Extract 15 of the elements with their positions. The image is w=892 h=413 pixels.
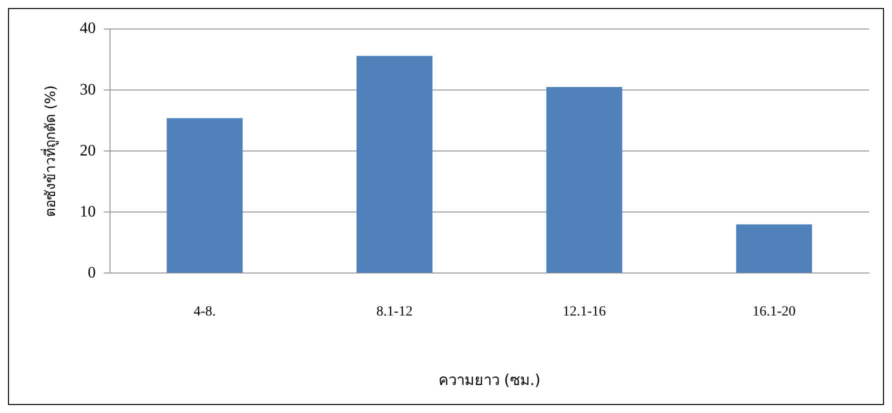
y-tick-label: 20 [80,142,96,160]
bar [546,87,622,273]
x-tick-label: 12.1-16 [562,304,606,320]
x-tick-label: 8.1-12 [376,304,413,320]
x-tick-label: 16.1-20 [752,304,796,320]
y-tick-label: 40 [80,20,96,38]
x-tick-label: 4-8. [194,304,216,320]
y-axis-title: ตอซังข้าวที่ถูกตัด (%) [41,85,60,217]
bar [166,118,243,273]
y-tick-label: 30 [80,81,96,98]
bar [736,224,812,273]
y-tick-label: 10 [80,203,96,220]
y-tick-label: 0 [88,264,96,282]
bar [356,56,432,273]
x-axis-title: ความยาว (ซม.) [438,370,541,389]
